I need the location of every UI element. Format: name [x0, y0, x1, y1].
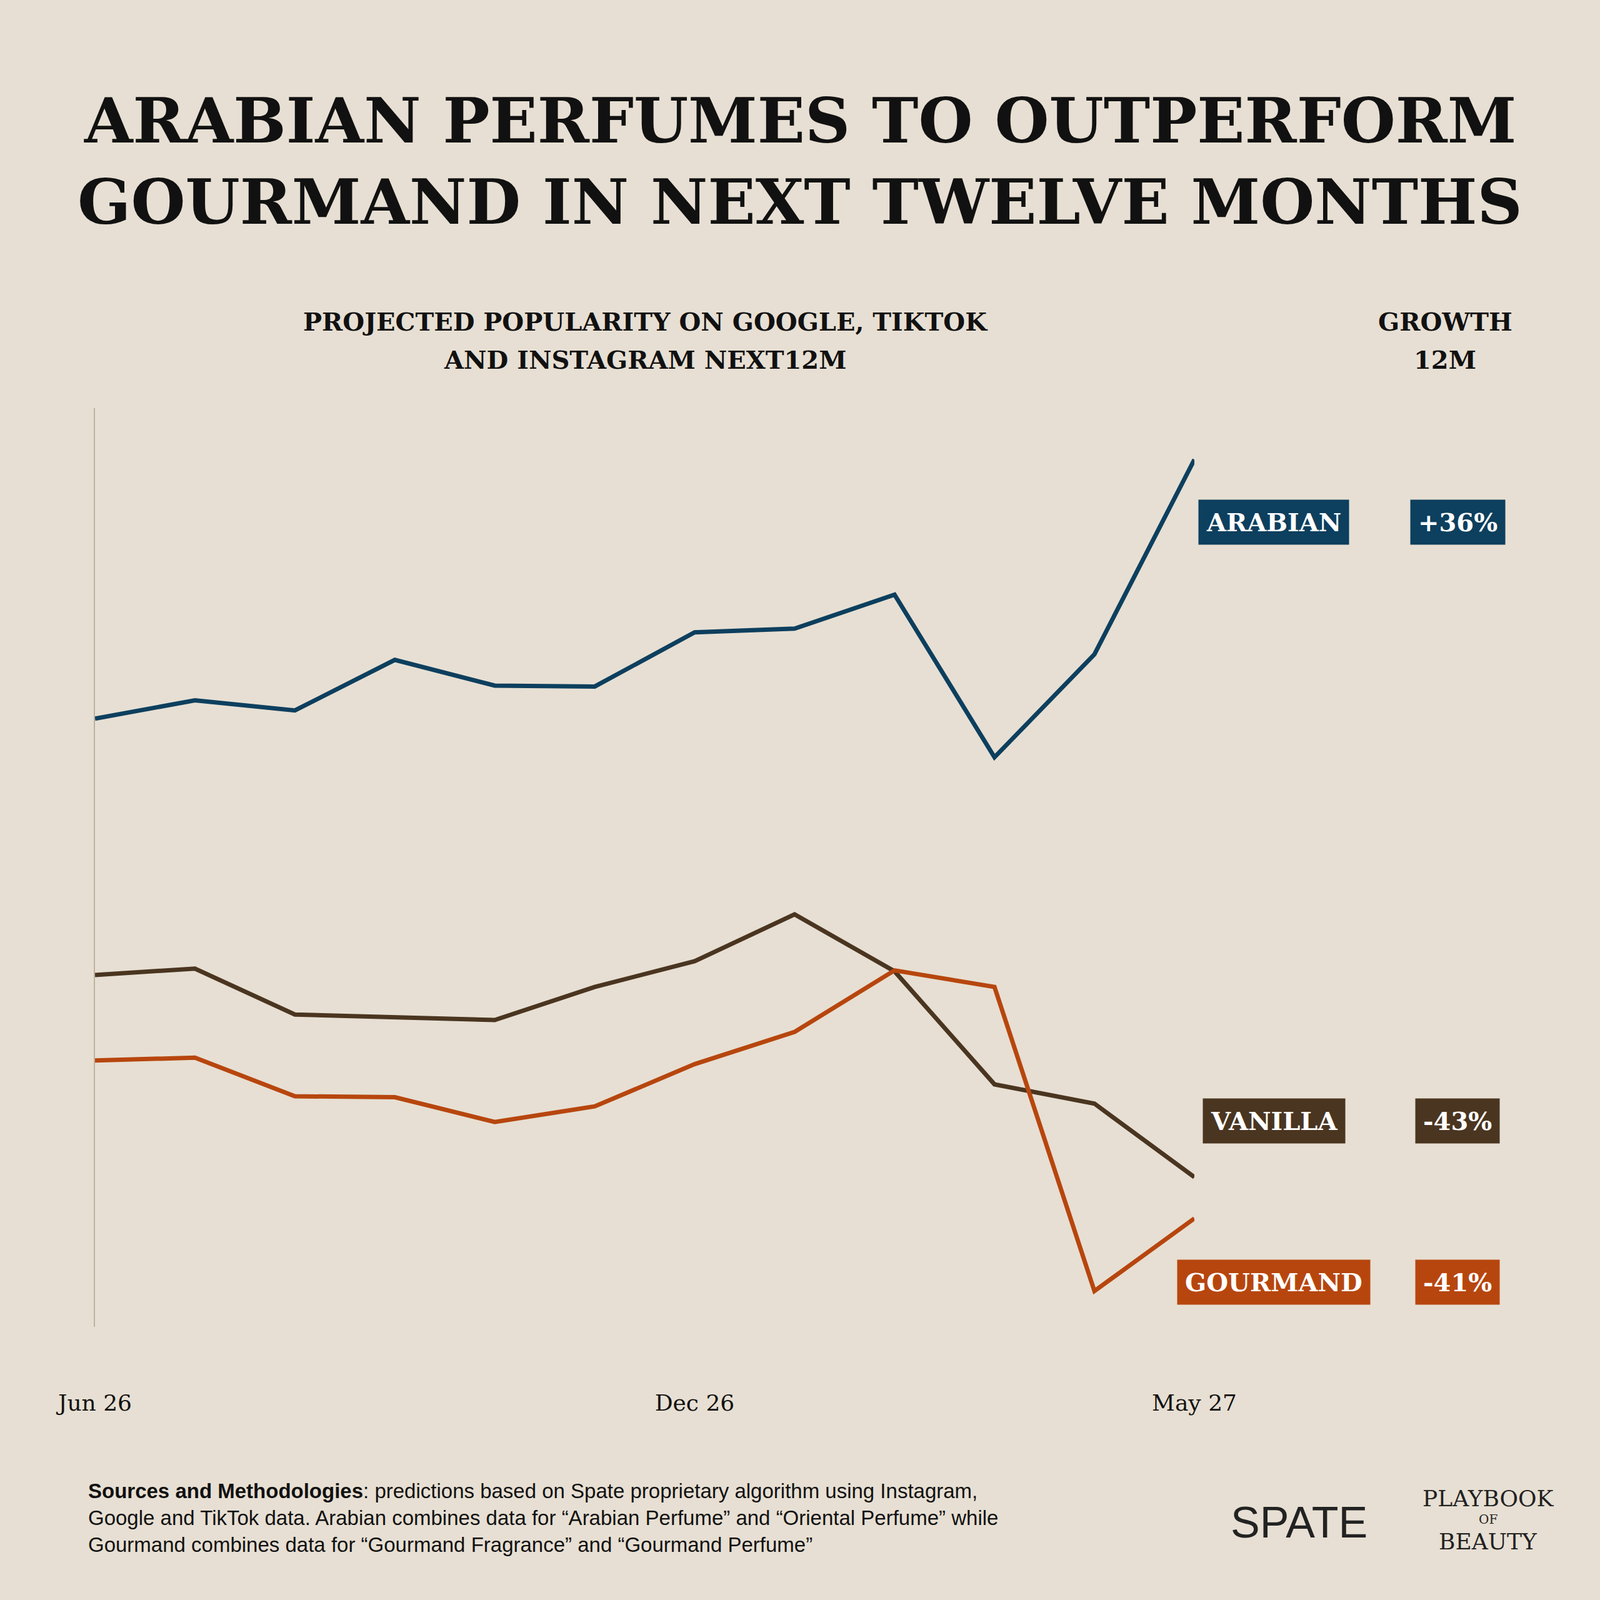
svg-text:PLAYBOOK: PLAYBOOK	[1422, 1485, 1555, 1512]
svg-text:PROJECTED POPULARITY ON GOOGLE: PROJECTED POPULARITY ON GOOGLE, TIKTOK	[303, 306, 988, 337]
svg-text:ARABIAN PERFUMES TO OUTPERFORM: ARABIAN PERFUMES TO OUTPERFORM	[83, 83, 1517, 158]
svg-text:-41%: -41%	[1423, 1267, 1492, 1297]
svg-text:GROWTH: GROWTH	[1378, 306, 1513, 337]
svg-text:GOURMAND: GOURMAND	[1185, 1267, 1363, 1297]
svg-text:SPATE: SPATE	[1230, 1498, 1368, 1547]
svg-text:AND INSTAGRAM NEXT12M: AND INSTAGRAM NEXT12M	[443, 345, 847, 375]
svg-text:-43%: -43%	[1423, 1106, 1492, 1136]
svg-text:GOURMAND IN NEXT TWELVE MONTHS: GOURMAND IN NEXT TWELVE MONTHS	[77, 165, 1523, 239]
svg-text:+36%: +36%	[1418, 507, 1498, 537]
svg-text:Sources and Methodologies: pre: Sources and Methodologies: predictions b…	[88, 1479, 999, 1557]
svg-text:May 27: May 27	[1151, 1390, 1237, 1416]
svg-text:BEAUTY: BEAUTY	[1438, 1528, 1538, 1555]
svg-text:VANILLA: VANILLA	[1210, 1106, 1338, 1136]
svg-text:ARABIAN: ARABIAN	[1206, 507, 1342, 537]
svg-text:Dec 26: Dec 26	[655, 1390, 735, 1416]
svg-text:OF: OF	[1478, 1511, 1498, 1527]
svg-text:Jun 26: Jun 26	[55, 1390, 132, 1416]
svg-text:12M: 12M	[1413, 345, 1477, 375]
